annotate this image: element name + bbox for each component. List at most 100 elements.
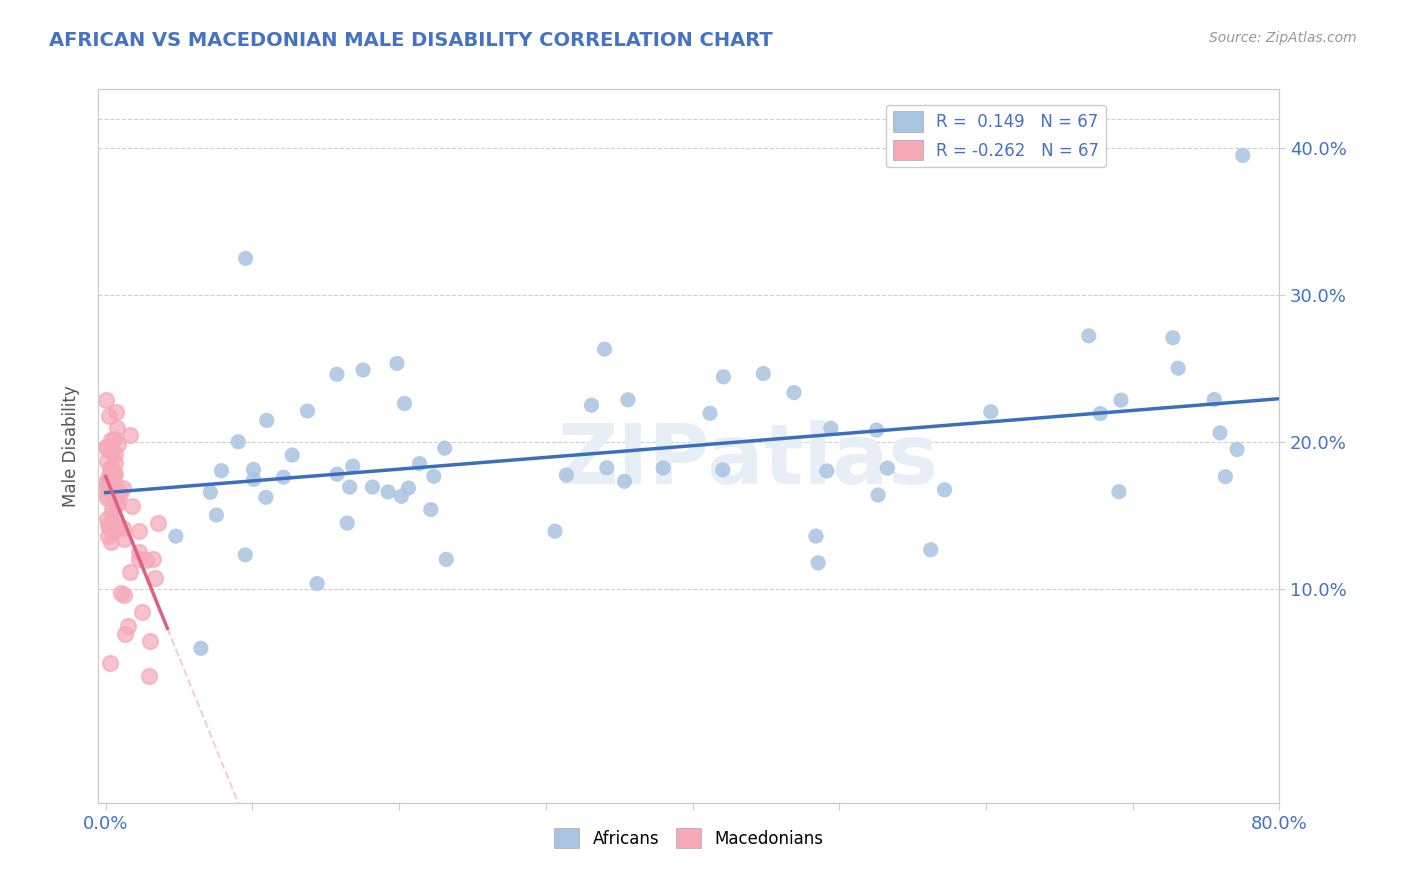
Point — [112, 532, 135, 546]
Point — [101, 524, 124, 539]
Point — [103, 466, 125, 480]
Point — [101, 507, 124, 521]
Point — [117, 619, 139, 633]
Point — [807, 556, 830, 570]
Point — [107, 420, 129, 434]
Point — [100, 443, 122, 458]
Point — [97, 529, 120, 543]
Point — [297, 404, 319, 418]
Point — [377, 484, 399, 499]
Point — [389, 489, 412, 503]
Point — [205, 508, 228, 522]
Point — [815, 464, 838, 478]
Point — [110, 487, 132, 501]
Point — [339, 480, 361, 494]
Point — [254, 491, 277, 505]
Point — [256, 413, 278, 427]
Point — [1215, 469, 1237, 483]
Point — [118, 428, 141, 442]
Point — [101, 445, 124, 459]
Point — [980, 405, 1002, 419]
Point — [596, 460, 619, 475]
Point — [110, 586, 132, 600]
Point — [143, 571, 166, 585]
Point — [419, 502, 441, 516]
Point — [100, 534, 122, 549]
Point — [96, 480, 118, 494]
Point — [326, 467, 349, 482]
Point — [242, 472, 264, 486]
Point — [98, 518, 121, 533]
Point — [98, 466, 121, 480]
Point — [699, 406, 721, 420]
Point — [273, 470, 295, 484]
Point — [96, 512, 118, 526]
Y-axis label: Male Disability: Male Disability — [62, 385, 80, 507]
Point — [233, 548, 256, 562]
Point — [103, 432, 125, 446]
Point — [1077, 328, 1099, 343]
Point — [97, 409, 120, 424]
Point — [423, 469, 446, 483]
Point — [555, 467, 578, 482]
Point — [98, 461, 121, 475]
Point — [1109, 393, 1132, 408]
Point — [242, 462, 264, 476]
Point — [398, 481, 420, 495]
Point — [866, 488, 889, 502]
Point — [96, 442, 118, 456]
Point — [128, 545, 150, 559]
Point — [97, 470, 120, 484]
Point — [876, 461, 898, 475]
Text: AFRICAN VS MACEDONIAN MALE DISABILITY CORRELATION CHART: AFRICAN VS MACEDONIAN MALE DISABILITY CO… — [49, 31, 773, 50]
Point — [752, 367, 775, 381]
Text: ZIPatlas: ZIPatlas — [558, 420, 938, 500]
Point — [336, 516, 359, 530]
Point — [118, 565, 141, 579]
Point — [934, 483, 956, 497]
Point — [104, 467, 127, 481]
Point — [783, 385, 806, 400]
Point — [96, 475, 118, 489]
Point — [107, 437, 129, 451]
Point — [100, 515, 122, 529]
Point — [544, 524, 567, 539]
Point — [138, 669, 160, 683]
Point — [135, 553, 157, 567]
Point — [100, 468, 122, 483]
Point — [104, 457, 127, 471]
Point — [101, 474, 124, 488]
Point — [96, 488, 118, 502]
Point — [97, 469, 120, 483]
Text: Source: ZipAtlas.com: Source: ZipAtlas.com — [1209, 31, 1357, 45]
Point — [281, 448, 304, 462]
Point — [114, 627, 136, 641]
Point — [434, 552, 457, 566]
Point — [101, 513, 124, 527]
Point — [142, 552, 165, 566]
Point — [98, 475, 121, 490]
Point — [107, 496, 129, 510]
Point — [98, 656, 121, 670]
Point — [820, 421, 842, 435]
Point — [865, 423, 887, 437]
Point — [101, 502, 124, 516]
Point — [581, 398, 603, 412]
Point — [352, 363, 374, 377]
Point — [128, 524, 150, 538]
Point — [1204, 392, 1226, 407]
Point — [111, 481, 134, 495]
Point — [408, 457, 430, 471]
Point — [148, 516, 170, 531]
Point — [1232, 148, 1254, 162]
Point — [105, 405, 128, 419]
Point — [112, 588, 135, 602]
Point — [235, 252, 257, 266]
Point — [96, 440, 118, 454]
Point — [617, 392, 640, 407]
Point — [100, 433, 122, 447]
Point — [131, 605, 153, 619]
Point — [96, 392, 118, 407]
Point — [105, 482, 128, 496]
Point — [226, 434, 249, 449]
